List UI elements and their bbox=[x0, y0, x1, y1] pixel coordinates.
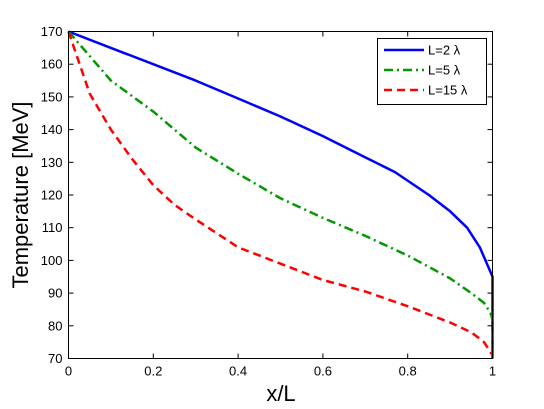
legend-label-2: L=5 λ bbox=[428, 63, 461, 78]
y-tick-label: 130 bbox=[41, 155, 63, 170]
ticks-group: 0 0.2 0.4 0.6 0.8 170809010011012013014015016… bbox=[41, 24, 496, 379]
y-tick-label: 70 bbox=[48, 351, 62, 366]
x-tick-label: 0 bbox=[65, 364, 72, 379]
legend-label-1: L=2 λ bbox=[428, 43, 461, 58]
x-tick-label: 0.2 bbox=[144, 364, 162, 379]
y-tick-label: 110 bbox=[42, 220, 63, 235]
y-tick-label: 120 bbox=[41, 188, 63, 203]
y-tick-label: 160 bbox=[41, 57, 63, 72]
x-tick-label: 0.4 bbox=[229, 364, 247, 379]
legend: L=2 λ L=5 λ L=15 λ bbox=[377, 38, 487, 105]
series-line-3 bbox=[67, 31, 494, 356]
y-tick-label: 140 bbox=[41, 122, 63, 137]
y-axis-title: Temperature [MeV] bbox=[8, 101, 33, 288]
x-axis-title: x/L bbox=[266, 381, 295, 406]
y-tick-label: 170 bbox=[41, 24, 63, 39]
y-tick-label: 100 bbox=[41, 253, 63, 268]
x-tick-label: 0.6 bbox=[314, 364, 332, 379]
y-tick-label: 80 bbox=[48, 318, 62, 333]
x-tick-label: 0.8 bbox=[399, 364, 417, 379]
y-tick-label: 90 bbox=[48, 286, 62, 301]
series-line-1 bbox=[68, 30, 494, 359]
x-tick-label: 1 bbox=[489, 364, 496, 379]
legend-label-3: L=15 λ bbox=[428, 83, 468, 98]
y-tick-label: 150 bbox=[41, 89, 63, 104]
series-group bbox=[67, 30, 494, 359]
series-line-2 bbox=[67, 30, 494, 359]
